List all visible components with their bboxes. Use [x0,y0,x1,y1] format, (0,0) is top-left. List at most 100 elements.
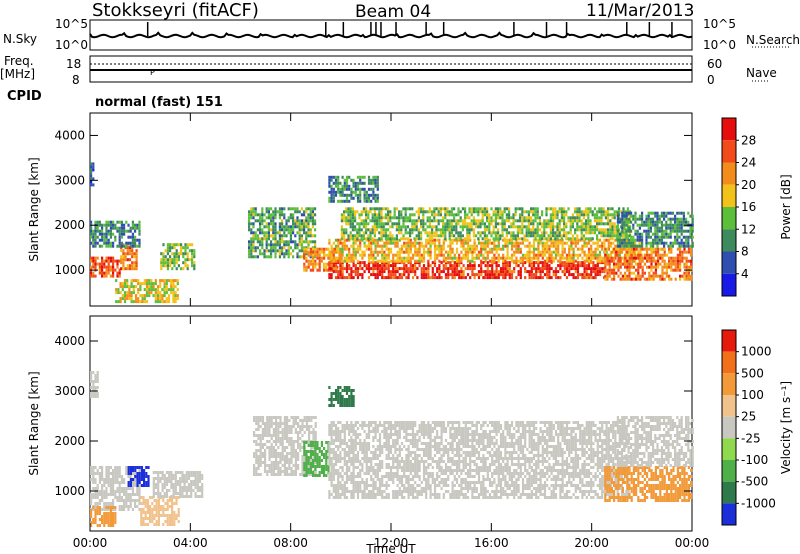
heatmap-cell [497,264,500,268]
heatmap-cell [123,499,126,502]
heatmap-cell [356,231,359,235]
heatmap-cell [141,294,144,298]
heatmap-cell [281,249,284,253]
heatmap-cell [647,223,650,227]
heatmap-cell [616,223,619,227]
heatmap-cell [656,235,659,239]
heatmap-cell [623,238,626,242]
heatmap-cell [336,256,339,260]
heatmap-cell [141,300,144,304]
heatmap-cell [433,250,437,254]
heatmap-cell [257,473,260,476]
heatmap-cell [615,265,618,269]
heatmap-cell [609,237,612,241]
heatmap-cell [442,256,445,260]
heatmap-cell [669,223,672,227]
heatmap-cell [272,249,275,253]
heatmap-cell [513,241,516,245]
heatmap-cell [435,219,438,223]
heatmap-cell [148,285,151,289]
heatmap-cell [429,247,432,251]
heatmap-cell [521,259,525,263]
heatmap-cell [444,207,447,211]
heatmap-cell [391,216,394,220]
heatmap-cell [376,253,379,257]
heatmap-cell [483,231,486,235]
heatmap-cell [591,237,594,241]
heatmap-cell [131,238,134,242]
heatmap-cell [381,256,384,260]
heatmap-cell [676,265,679,269]
heatmap-cell [535,256,538,260]
heatmap-cell [670,250,673,254]
heatmap-cell [376,225,379,229]
heatmap-cell [505,207,508,211]
heatmap-cell [134,300,138,304]
heatmap-cell [479,210,482,214]
heatmap-cell [94,512,97,515]
heatmap-cell [641,244,644,248]
heatmap-cell [428,207,431,211]
heatmap-cell [348,175,351,179]
heatmap-cell [330,247,333,251]
heatmap-cell [130,294,133,298]
heatmap-cell [446,207,449,211]
heatmap-cell [149,517,152,520]
heatmap-cell [506,244,509,248]
heatmap-cell [425,270,428,274]
heatmap-cell [166,499,169,502]
heatmap-cell [504,259,507,263]
heatmap-cell [155,511,158,514]
heatmap-cell [185,495,188,498]
heatmap-cell [257,416,260,419]
heatmap-cell [436,267,439,271]
heatmap-cell [407,253,410,257]
heatmap-cell [568,259,571,263]
heatmap-cell [472,222,475,226]
heatmap-cell [657,262,660,266]
heatmap-cell [369,210,372,214]
heatmap-cell [354,250,357,254]
heatmap-cell [438,253,441,257]
heatmap-cell [98,268,101,272]
heatmap-cell [499,267,503,271]
heatmap-cell [685,274,688,278]
heatmap-cell [134,484,137,487]
heatmap-cell [125,505,128,508]
heatmap-cell [545,213,548,217]
heatmap-cell [494,225,497,229]
heatmap-cell [259,434,262,437]
heatmap-cell [153,499,156,502]
heatmap-cell [543,250,547,254]
heatmap-cell [250,255,253,259]
heatmap-cell [334,244,338,248]
heatmap-cell [623,217,626,221]
heatmap-cell [101,478,104,481]
heatmap-cell [654,238,657,242]
heatmap-cell [442,234,445,238]
heatmap-cell [519,273,522,277]
heatmap-cell [493,253,496,257]
heatmap-cell [532,225,535,229]
heatmap-cell [311,216,314,220]
heatmap-cell [672,259,675,263]
heatmap-cell [583,264,586,268]
heatmap-cell [682,217,685,221]
heatmap-cell [145,484,148,487]
heatmap-cell [668,247,671,251]
heatmap-cell [455,241,459,245]
heatmap-cell [332,259,335,263]
heatmap-cell [495,250,498,254]
heatmap-cell [437,213,440,217]
heatmap-cell [352,256,355,260]
heatmap-cell [656,229,659,233]
heatmap-cell [602,234,605,238]
heatmap-cell [394,276,397,280]
heatmap-cell [660,226,663,230]
heatmap-cell [94,229,97,233]
heatmap-cell [663,223,666,227]
heatmap-cell [180,252,183,256]
heatmap-cell [626,247,629,251]
heatmap-cell [103,271,106,275]
nsky-line [89,31,693,39]
